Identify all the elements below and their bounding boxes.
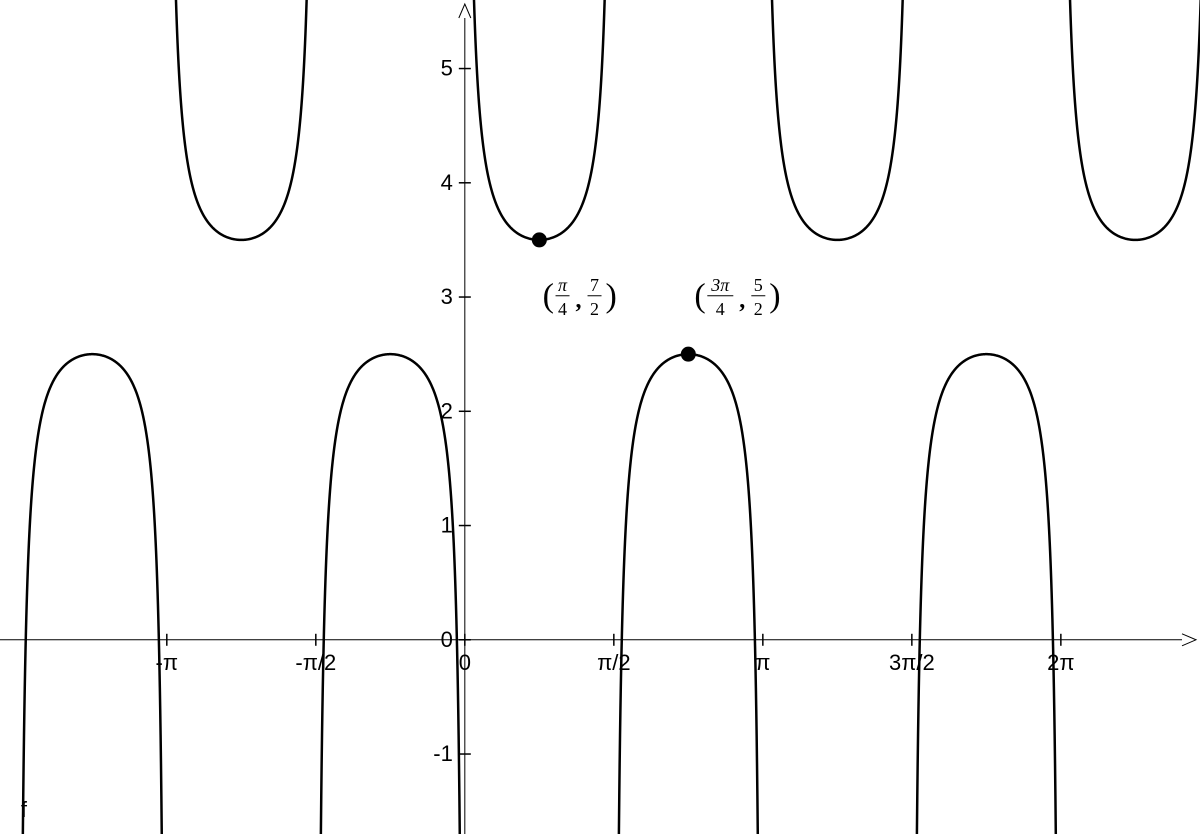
frac-num: 3π [710,275,730,295]
paren-right: ) [606,278,617,315]
frac-den: 2 [590,299,599,319]
x-tick-label: π/2 [597,650,631,675]
function-label: f [21,797,28,822]
curve-lower-lobe [618,354,758,834]
frac-num: 5 [754,275,763,295]
y-tick-label: -1 [433,741,453,766]
paren-left: ( [543,278,554,315]
paren-right: ) [769,278,780,315]
y-tick-label: 5 [441,56,453,81]
frac-den: 4 [716,299,725,319]
x-tick-label: π [755,650,770,675]
frac-den: 2 [754,299,763,319]
x-tick-label: -π [156,650,179,675]
curve-upper-lobe [469,0,609,240]
y-tick-label: 1 [441,513,453,538]
y-tick-label: 2 [441,398,453,423]
frac-num: 7 [590,275,599,295]
curve-upper-lobe [767,0,907,240]
x-tick-label: 2π [1047,650,1074,675]
function-plot: -π-π/20π/2π3π/22π-1012345f(π4,72)(3π4,52… [0,0,1200,834]
y-tick-label: 0 [441,627,453,652]
coordinate-annotation: (3π 4, 5 2) [694,275,780,319]
curve-upper-lobe [171,0,311,240]
comma: , [739,287,745,313]
marked-point [681,347,695,361]
paren-left: ( [694,278,705,315]
comma: , [576,287,582,313]
x-axis-arrow [1182,634,1196,646]
frac-num: π [558,275,568,295]
y-tick-label: 3 [441,284,453,309]
y-tick-label: 4 [441,170,453,195]
x-tick-label: 3π/2 [889,650,935,675]
coordinate-annotation: (π 4, 7 2) [543,275,617,319]
curve-upper-lobe [1065,0,1200,240]
marked-point [532,233,546,247]
x-tick-label: 0 [459,650,471,675]
y-axis-arrow [459,4,471,18]
x-tick-label: -π/2 [295,650,336,675]
frac-den: 4 [558,299,567,319]
curve-lower-lobe [22,354,162,834]
curve-lower-lobe [916,354,1056,834]
